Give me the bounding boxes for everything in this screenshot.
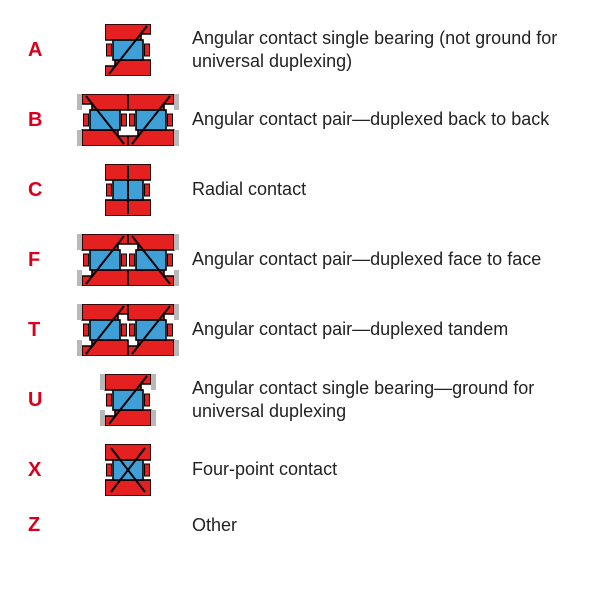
icon-cell — [72, 374, 184, 426]
bearing-description: Radial contact — [184, 178, 580, 201]
legend-row: F Angular contact pair—duplexed face to f… — [28, 234, 580, 286]
bearing-code: B — [28, 109, 72, 132]
bearing-icon — [100, 374, 156, 426]
bearing-code: F — [28, 249, 72, 272]
legend-row: T Angular contact pair—duplexed tandem — [28, 304, 580, 356]
bearing-description: Angular contact pair—duplexed face to fa… — [184, 248, 580, 271]
legend-row: Z Other — [28, 514, 580, 537]
bearing-icon — [105, 164, 151, 216]
legend-row: C Radial contact — [28, 164, 580, 216]
bearing-code: T — [28, 319, 72, 342]
bearing-icon — [77, 304, 179, 356]
bearing-code: Z — [28, 514, 72, 537]
legend-row: U Angular contact single bearing—ground f… — [28, 374, 580, 426]
bearing-description: Other — [184, 514, 580, 537]
bearing-code: U — [28, 389, 72, 412]
icon-cell — [72, 304, 184, 356]
icon-cell — [72, 164, 184, 216]
bearing-code: X — [28, 459, 72, 482]
bearing-description: Angular contact pair—duplexed tandem — [184, 318, 580, 341]
icon-cell — [72, 94, 184, 146]
icon-cell — [72, 234, 184, 286]
bearing-description: Angular contact single bearing (not grou… — [184, 27, 580, 73]
bearing-icon — [105, 444, 151, 496]
icon-cell — [72, 24, 184, 76]
legend-row: X Four-point contact — [28, 444, 580, 496]
bearing-description: Angular contact pair—duplexed back to ba… — [184, 108, 580, 131]
bearing-icon — [77, 234, 179, 286]
bearing-description: Angular contact single bearing—ground fo… — [184, 377, 580, 423]
bearing-icon — [105, 24, 151, 76]
legend-row: A Angular contact single bearing (not gro… — [28, 24, 580, 76]
legend-row: B Angular contact pair—duplexed back to b… — [28, 94, 580, 146]
bearing-code: A — [28, 39, 72, 62]
bearing-description: Four-point contact — [184, 458, 580, 481]
icon-cell — [72, 444, 184, 496]
bearing-code: C — [28, 179, 72, 202]
bearing-icon — [77, 94, 179, 146]
